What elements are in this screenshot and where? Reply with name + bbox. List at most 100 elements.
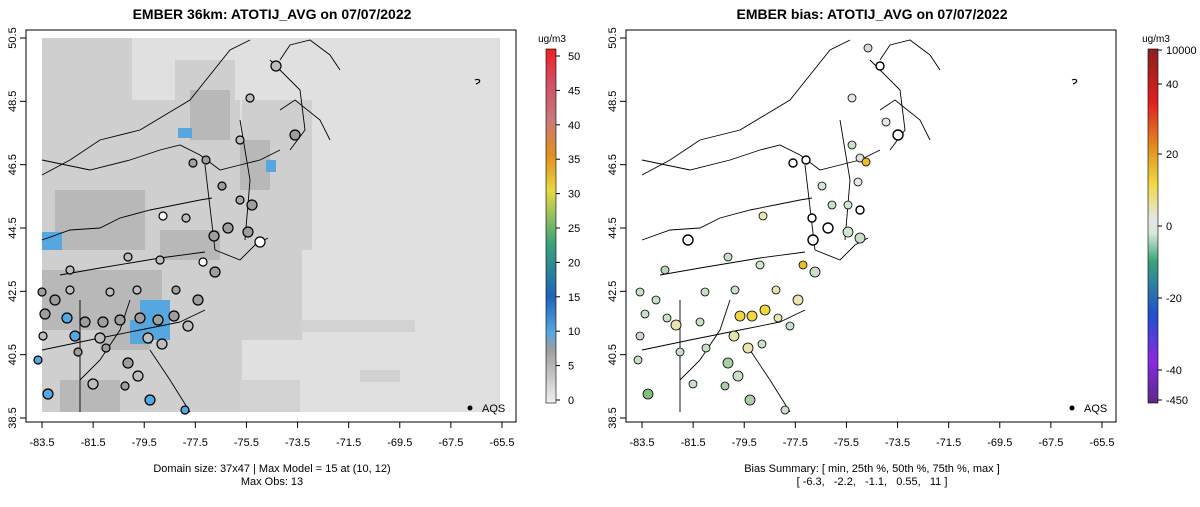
left-colorbar-bar — [545, 48, 557, 404]
obs-site — [209, 266, 221, 278]
obs-site — [843, 200, 853, 210]
obs-site — [97, 316, 109, 328]
obs-site — [235, 135, 245, 145]
obs-site — [246, 199, 258, 211]
obs-site — [180, 405, 190, 415]
lon-tick-label: -67.5 — [1038, 437, 1063, 449]
obs-site — [853, 177, 863, 187]
obs-site — [780, 405, 790, 415]
obs-site — [49, 294, 61, 306]
left-legend-label: AQS — [482, 403, 505, 415]
obs-site — [134, 312, 146, 324]
obs-site — [198, 257, 208, 267]
obs-site — [242, 226, 254, 238]
left-colorbar: ug/m3 0 5 10 15 20 25 30 35 40 45 50 — [538, 34, 580, 407]
obs-site — [854, 232, 866, 244]
colorbar-tick-label: 50 — [568, 51, 580, 63]
obs-site — [746, 310, 758, 322]
legend-point — [1069, 405, 1075, 411]
obs-site — [152, 314, 164, 326]
obs-site — [670, 319, 682, 331]
lon-tick-label: -75.5 — [834, 437, 859, 449]
left-ocean-cells — [240, 320, 415, 412]
obs-site — [208, 230, 220, 242]
obs-site — [182, 320, 194, 332]
right-colorbar-ticks: 10000 40 20 0 -20 -40 -450 — [1158, 45, 1197, 407]
lon-tick-label: -79.5 — [732, 437, 757, 449]
lon-tick-label: -77.5 — [183, 437, 208, 449]
obs-site — [105, 287, 115, 297]
obs-site — [792, 294, 804, 306]
lat-tick-label: 40.5 — [7, 344, 19, 365]
obs-site — [801, 155, 811, 165]
colorbar-tick-label: 10 — [568, 326, 580, 338]
obs-site — [144, 394, 156, 406]
left-footer-line1: Domain size: 37x47 | Max Model = 15 at (… — [153, 463, 390, 475]
obs-site — [33, 355, 43, 365]
obs-site — [757, 339, 767, 349]
obs-site — [188, 158, 198, 168]
lat-tick-label: 40.5 — [607, 344, 619, 365]
obs-site — [87, 378, 99, 390]
obs-site — [701, 343, 711, 353]
obs-site — [651, 295, 661, 305]
obs-site — [39, 308, 51, 320]
obs-site — [640, 309, 650, 319]
colorbar-tick-label: 0 — [1166, 221, 1172, 233]
right-axes: -83.5 -81.5 -79.5 -77.5 -75.5 -73.5 -71.5 -69.5… — [607, 27, 1115, 449]
obs-site — [114, 314, 126, 326]
lon-tick-label: -77.5 — [783, 437, 808, 449]
obs-site — [101, 343, 111, 353]
colorbar-tick-label: 0 — [568, 395, 574, 407]
left-title: EMBER 36km: ATOTIJ_AVG on 07/07/2022 — [133, 6, 412, 22]
lat-tick-label: 42.5 — [607, 281, 619, 302]
obs-site — [798, 260, 808, 270]
right-footer-line2: [ -6.3, -2.2, -1.1, 0.55, 11 ] — [797, 476, 948, 488]
obs-site — [61, 312, 73, 324]
lon-tick-label: -65.5 — [1089, 437, 1114, 449]
obs-site — [720, 381, 730, 391]
obs-site — [69, 330, 81, 342]
obs-site — [123, 252, 133, 262]
colorbar-tick-label: -40 — [1166, 365, 1182, 377]
colorbar-tick-label: 40 — [1166, 79, 1178, 91]
obs-site — [847, 140, 857, 150]
obs-site — [120, 381, 130, 391]
obs-site — [181, 213, 191, 223]
colorbar-tick-label: 45 — [568, 85, 580, 97]
obs-site — [217, 181, 227, 191]
left-map-border — [25, 29, 517, 423]
right-title: EMBER bias: ATOTIJ_AVG on 07/07/2022 — [736, 6, 1007, 22]
obs-site — [892, 129, 904, 141]
obs-site — [744, 394, 756, 406]
obs-site — [155, 255, 165, 265]
obs-site — [662, 313, 672, 323]
obs-site — [235, 195, 245, 205]
colorbar-tick-label: 40 — [568, 120, 580, 132]
right-legend-label: AQS — [1084, 403, 1107, 415]
obs-site — [863, 43, 873, 53]
right-colorbar: ug/m3 10000 40 20 0 -20 -40 -450 — [1142, 34, 1196, 407]
obs-site — [700, 287, 710, 297]
lon-tick-label: -71.5 — [936, 437, 961, 449]
right-footer-line1: Bias Summary: [ min, 25th %, 50th %, 75t… — [744, 463, 1000, 475]
obs-site — [42, 388, 54, 400]
right-map: AQS — [625, 29, 1117, 423]
right-colorbar-unit: ug/m3 — [1142, 34, 1170, 45]
obs-site — [773, 313, 783, 323]
right-obs-sites — [633, 43, 904, 415]
left-map: AQS — [25, 29, 517, 423]
obs-site — [847, 93, 857, 103]
obs-site — [132, 370, 144, 382]
obs-site — [675, 347, 685, 357]
lat-tick-label: 38.5 — [607, 407, 619, 428]
colorbar-tick-label: 20 — [568, 257, 580, 269]
colorbar-tick-label: 30 — [568, 189, 580, 201]
obs-site — [688, 379, 698, 389]
lat-tick-label: 50.5 — [607, 27, 619, 48]
lon-tick-label: -81.5 — [681, 437, 706, 449]
colorbar-tick-label: -450 — [1166, 395, 1188, 407]
obs-site — [270, 60, 282, 72]
obs-site — [192, 294, 204, 306]
